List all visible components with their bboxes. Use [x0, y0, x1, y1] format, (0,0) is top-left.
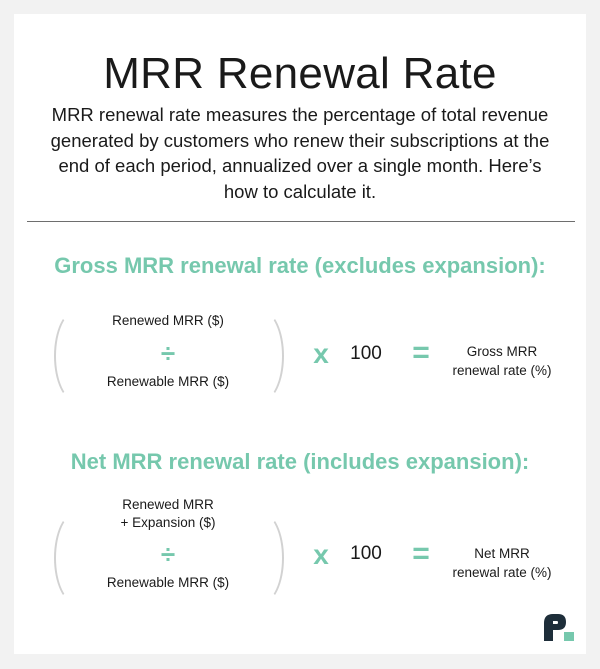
gross-multiply-icon: x [313, 338, 329, 369]
net-left-paren [54, 512, 76, 604]
net-multiply-icon: x [313, 539, 329, 570]
net-numerator-line2: + Expansion ($) [120, 515, 216, 530]
gross-result-line1: Gross MRR [466, 344, 538, 359]
brand-logo-icon [544, 614, 574, 641]
net-multiplier: 100 [350, 543, 382, 564]
net-heading: Net MRR renewal rate (includes expansion… [70, 449, 530, 474]
page-title: MRR Renewal Rate [103, 49, 497, 98]
gross-heading: Gross MRR renewal rate (excludes expansi… [54, 253, 546, 278]
net-numerator: Renewed MRR + Expansion ($) [68, 496, 268, 532]
gross-result-line2: renewal rate (%) [452, 363, 552, 378]
gross-right-paren [262, 310, 284, 402]
gross-equals-icon: = [412, 336, 430, 369]
net-result-line2: renewal rate (%) [452, 565, 552, 580]
divider [27, 221, 575, 222]
net-denominator: Renewable MRR ($) [106, 575, 230, 590]
gross-numerator: Renewed MRR ($) [112, 313, 224, 328]
net-divide-icon: ÷ [160, 539, 176, 569]
gross-result: Gross MRR renewal rate (%) [437, 342, 567, 380]
net-numerator-line1: Renewed MRR [122, 497, 214, 512]
net-result-line1: Net MRR [474, 546, 530, 561]
intro-paragraph: MRR renewal rate measures the percentage… [50, 104, 550, 202]
net-equals-icon: = [412, 537, 430, 570]
net-right-paren [262, 512, 284, 604]
gross-left-paren [54, 310, 76, 402]
gross-denominator: Renewable MRR ($) [106, 374, 230, 389]
gross-divide-icon: ÷ [160, 338, 176, 368]
net-result: Net MRR renewal rate (%) [437, 544, 567, 582]
gross-multiplier: 100 [350, 343, 382, 364]
infographic-card: MRR Renewal Rate MRR renewal rate measur… [14, 14, 586, 654]
